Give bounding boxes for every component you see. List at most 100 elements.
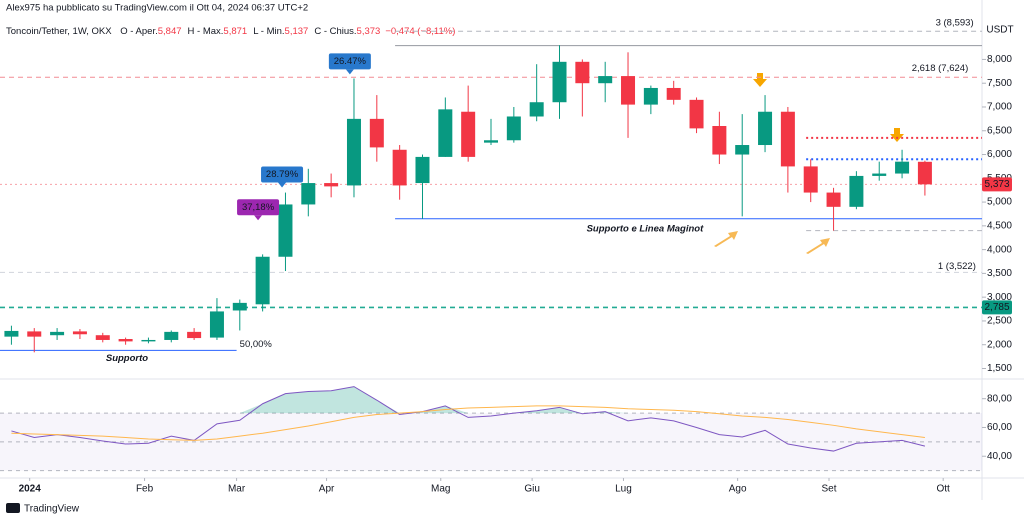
annotation: 26.47% — [334, 56, 367, 67]
header-key: L - Min. — [253, 26, 284, 37]
rsi-line — [11, 386, 926, 452]
y-tick-label: 5,000 — [987, 197, 1012, 208]
candle-body — [484, 140, 498, 143]
candle-body — [895, 161, 910, 174]
y-tick-label: 3,500 — [987, 268, 1012, 279]
candle-body — [917, 161, 932, 185]
annotation: 1 (3,522) — [938, 261, 976, 272]
arrow — [753, 73, 767, 87]
x-tick-label: Mag — [431, 484, 450, 495]
rsi-tick-label: 40,00 — [987, 451, 1012, 462]
candle-body — [689, 99, 704, 129]
candle-body — [346, 118, 361, 186]
header-key: C - Chius. — [314, 26, 356, 37]
candle-body — [575, 61, 590, 84]
candle-body — [666, 87, 681, 100]
candle-body — [50, 331, 65, 336]
y-tick-label: 7,500 — [987, 78, 1012, 89]
y-tick-label: 8,000 — [987, 54, 1012, 65]
candle-body — [232, 302, 247, 311]
rsi-overbought-fill — [11, 386, 925, 414]
annotation: 28.79% — [266, 169, 299, 180]
header: Toncoin/Tether, 1W, OKX O - Aper.5,847 H … — [6, 26, 455, 37]
candle-body — [415, 156, 430, 184]
header-change: −0,474 (−8,11%) — [385, 26, 455, 37]
header-key: O - Aper. — [120, 26, 158, 37]
price-label-box — [982, 177, 1012, 192]
candle-body — [598, 76, 613, 84]
candle-body — [369, 118, 384, 148]
arrow — [806, 238, 830, 254]
y-tick-label: 4,000 — [987, 244, 1012, 255]
header-value: 5,373 — [357, 26, 381, 37]
annotation: Supporto — [106, 353, 148, 364]
candle-body — [255, 256, 270, 305]
candle-body — [164, 331, 179, 340]
percent-pointer — [278, 182, 287, 188]
candle-body — [324, 183, 339, 187]
y-tick-label: 4,500 — [987, 220, 1012, 231]
rsi-tick-label: 60,00 — [987, 422, 1012, 433]
candle-body — [438, 109, 453, 157]
price-label-box — [982, 300, 1012, 315]
candle-body — [552, 61, 567, 103]
percent-box — [261, 166, 304, 183]
y-tick-label: 3,000 — [987, 292, 1012, 303]
symbol: Toncoin/Tether, 1W, OKX — [6, 26, 112, 37]
price-label: 5,373 — [984, 179, 1009, 190]
y-tick-label: 1,500 — [987, 363, 1012, 374]
logo — [6, 503, 20, 513]
header-value: 5,137 — [285, 26, 309, 37]
y-tick-label: 2,000 — [987, 339, 1012, 350]
candle-body — [95, 335, 110, 340]
x-tick-label: Ott — [937, 484, 951, 495]
candle-body — [72, 331, 87, 335]
candle-body — [278, 204, 293, 257]
candle-body — [301, 183, 316, 205]
x-tick-label: Mar — [228, 484, 246, 495]
y-tick-label: 7,000 — [987, 102, 1012, 113]
candle-body — [209, 311, 224, 338]
x-tick-label: 2024 — [19, 484, 42, 495]
candle-body — [780, 111, 795, 167]
candle-body — [758, 111, 773, 146]
annotation: 3 (8,593) — [936, 17, 974, 28]
y-tick-label: 6,000 — [987, 149, 1012, 160]
candle-body — [849, 175, 864, 207]
candle-body — [27, 331, 42, 337]
y-tick-label: 2,500 — [987, 316, 1012, 327]
arrow — [890, 128, 904, 142]
arrows — [714, 73, 904, 254]
candle-body — [529, 102, 544, 117]
candle-body — [621, 76, 636, 105]
annotation: 2,618 (7,624) — [912, 63, 969, 74]
x-tick-label: Ago — [729, 484, 747, 495]
candle-body — [187, 331, 202, 339]
candle-body — [826, 192, 841, 207]
candle-body — [803, 166, 818, 193]
candle-body — [461, 111, 476, 157]
rsi-ma-line — [11, 405, 925, 441]
header-value: 5,847 — [158, 26, 182, 37]
candle-body — [712, 126, 727, 155]
candle-body — [118, 339, 133, 342]
brand: TradingView — [24, 504, 80, 515]
percent-box — [237, 199, 280, 216]
rsi-tick-label: 80,00 — [987, 393, 1012, 404]
header-key: H - Max. — [188, 26, 224, 37]
price-label: 2,785 — [984, 302, 1009, 313]
candle-body — [4, 330, 19, 337]
candle-body — [872, 173, 887, 176]
annotation: 50,00% — [240, 339, 273, 350]
arrow — [714, 231, 738, 247]
percent-box — [328, 53, 371, 70]
candle-body — [506, 116, 521, 141]
candle-body — [392, 149, 407, 186]
x-tick-label: Giu — [524, 484, 540, 495]
x-tick-label: Lug — [615, 484, 632, 495]
y-tick-label: 6,500 — [987, 125, 1012, 136]
annotation: Supporto e Linea Maginot — [587, 224, 704, 235]
candle-body — [735, 145, 750, 155]
header-value: 5,871 — [223, 26, 247, 37]
